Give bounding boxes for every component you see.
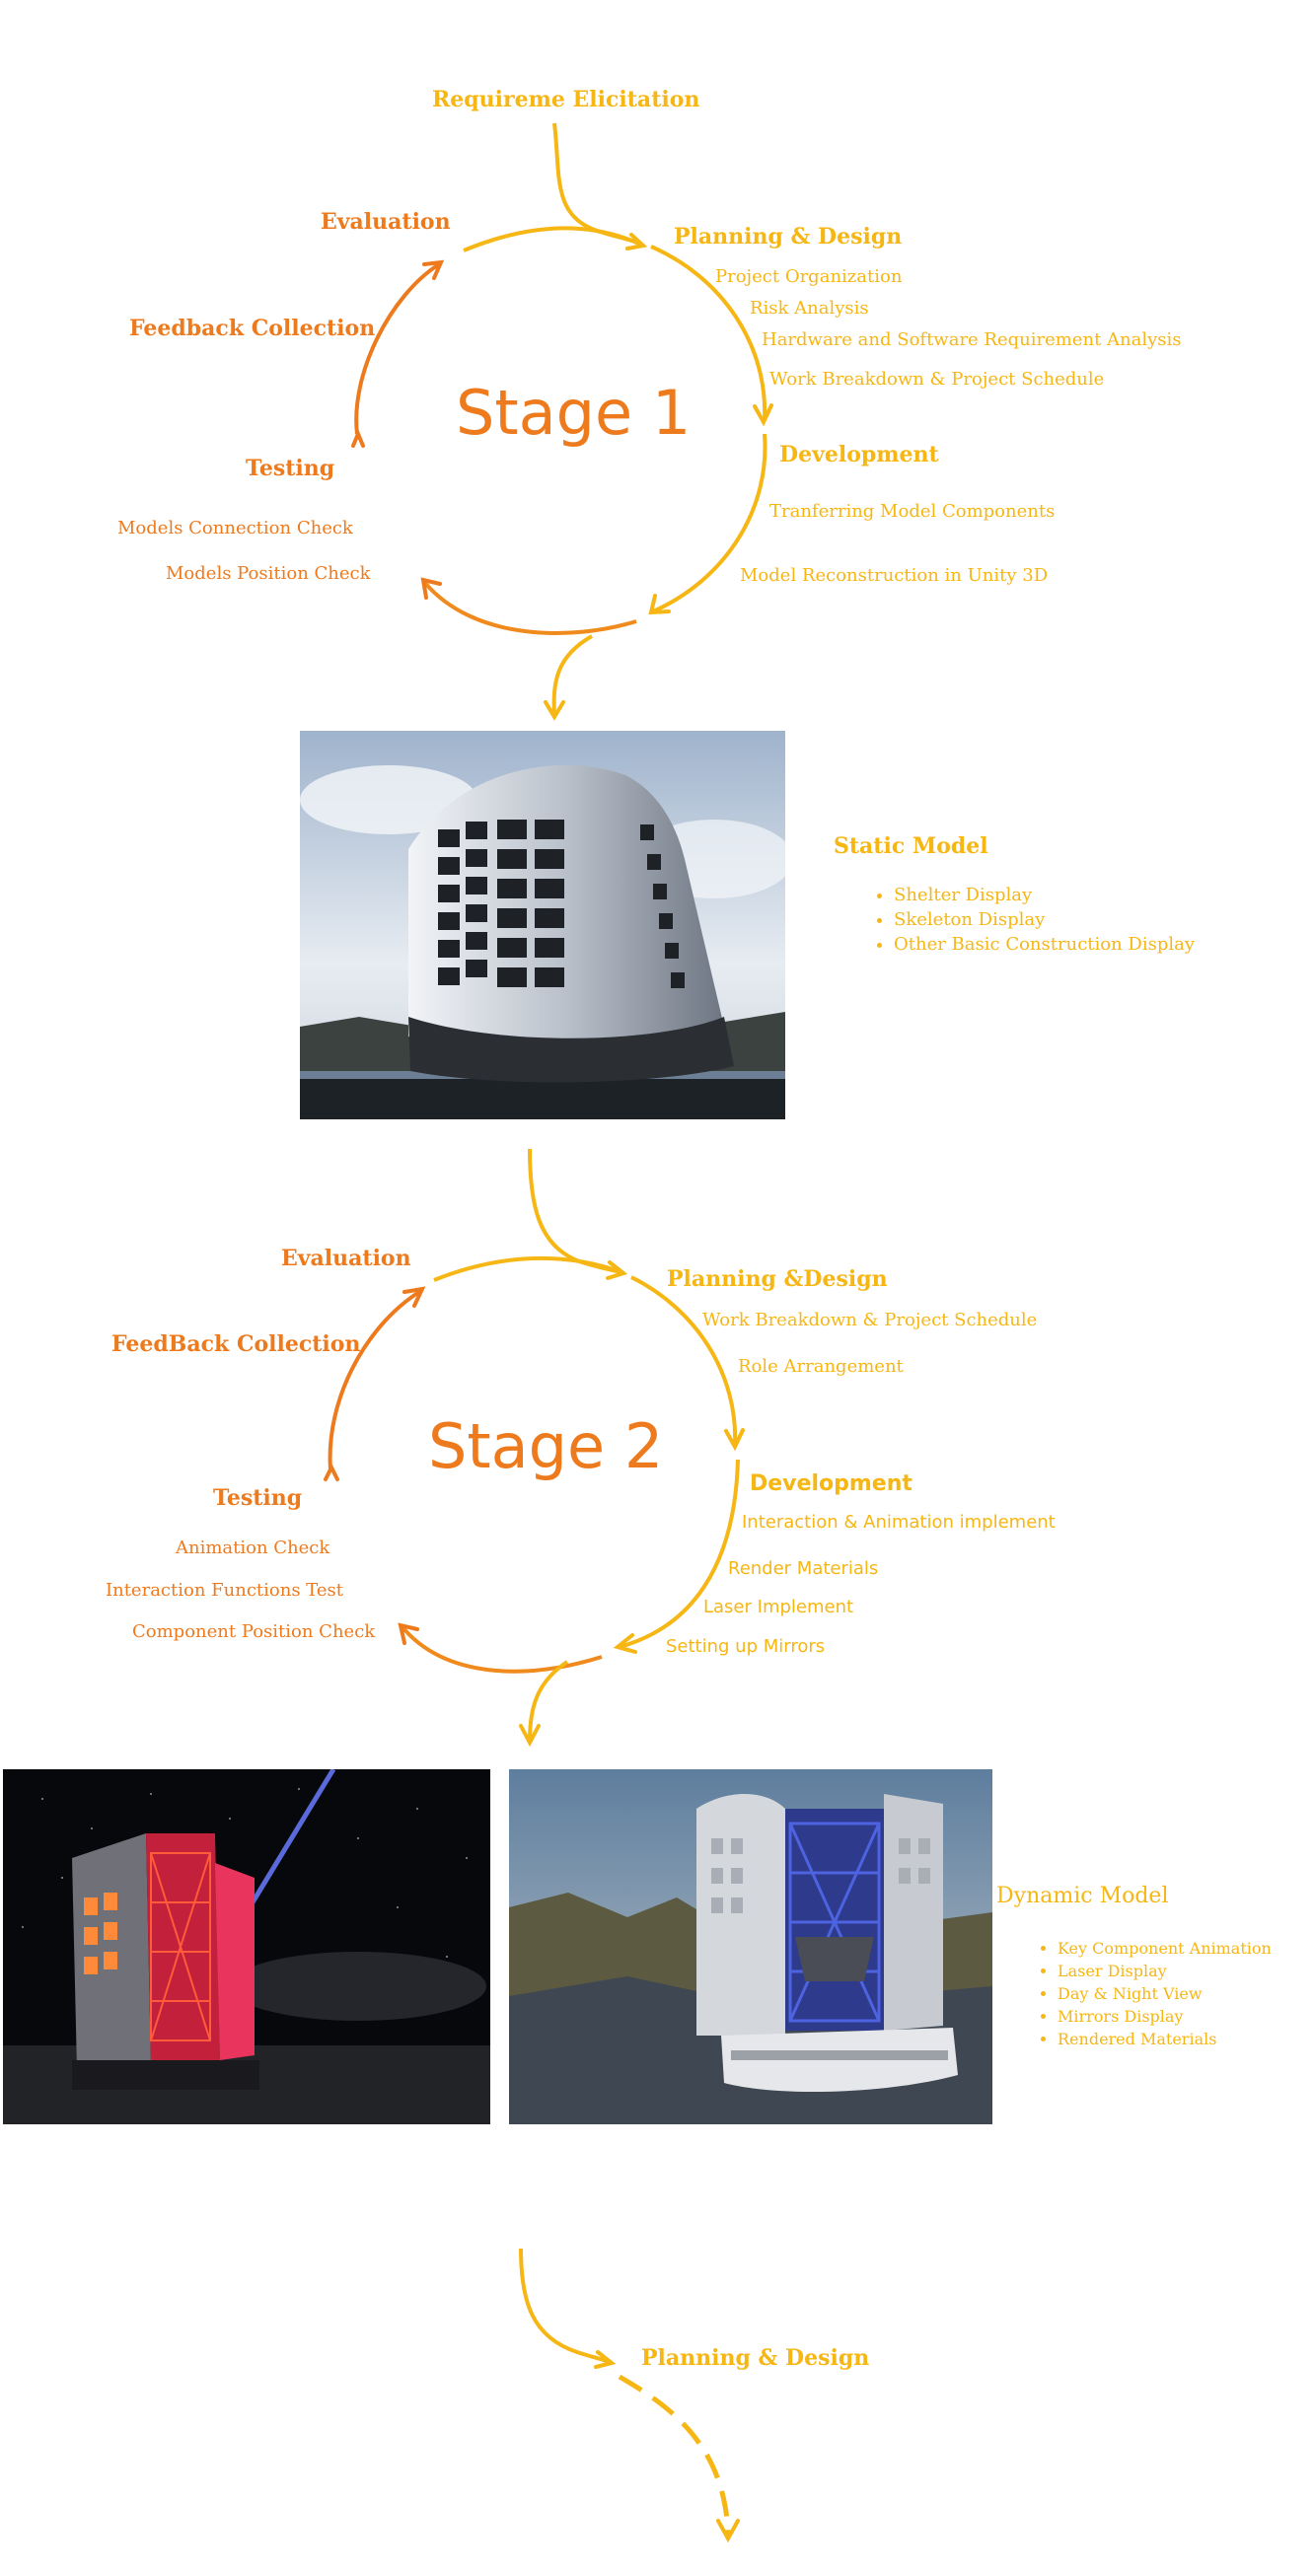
stage1-arc-testing: [422, 580, 637, 635]
dynamic-model-item: Rendered Materials: [1058, 2028, 1272, 2050]
stage1-exit-arrow: [551, 634, 593, 716]
next-planning-label: Planning & Design: [641, 2345, 870, 2371]
stage2-testing-item: Component Position Check: [132, 1621, 376, 1642]
stage2-development-item: Render Materials: [728, 1558, 879, 1579]
stage1-planning-item: Project Organization: [715, 266, 903, 287]
stage1-feedback-label: Feedback Collection: [129, 316, 376, 341]
stage1-arc-planning: [650, 245, 767, 420]
final-dashed-arrow: [618, 2374, 731, 2536]
stage2-evaluation-label: Evaluation: [281, 1246, 411, 1271]
stage2-arc-planning: [630, 1275, 738, 1446]
stage1-planning-item: Work Breakdown & Project Schedule: [769, 369, 1105, 390]
stage2-arc-feedback: [328, 1290, 421, 1470]
stage1-testing-label: Testing: [246, 456, 335, 481]
stage1-arc-development: [652, 433, 767, 613]
stage2-feedback-label: FeedBack Collection: [111, 1331, 361, 1357]
stage1-development-label: Development: [779, 442, 939, 467]
static-model-title: Static Model: [834, 833, 988, 859]
stage2-testing-label: Testing: [213, 1485, 303, 1511]
stage1-title: Stage 1: [456, 377, 692, 449]
stage1-development-item: Tranferring Model Components: [769, 501, 1056, 522]
stage1-arc-feedback: [354, 262, 441, 435]
static-model-image: [300, 731, 785, 1119]
stage2-development-item: Laser Implement: [703, 1597, 854, 1617]
stage1-planning-item: Hardware and Software Requirement Analys…: [762, 329, 1182, 350]
stage1-arc-evaluation: [463, 226, 642, 252]
dynamic-model-item: Mirrors Display: [1058, 2005, 1272, 2028]
stage2-arc-evaluation: [433, 1255, 622, 1282]
static-model-list: Shelter Display Skeleton Display Other B…: [866, 883, 1195, 957]
stage2-arc-development: [619, 1459, 740, 1649]
static-model-item: Other Basic Construction Display: [894, 932, 1195, 957]
dynamic-model-day-image: [509, 1769, 992, 2124]
dynamic-model-title: Dynamic Model: [996, 1884, 1169, 1908]
dynamic-model-item: Key Component Animation: [1058, 1937, 1272, 1960]
stage1-development-item: Model Reconstruction in Unity 3D: [740, 565, 1049, 586]
stage2-arc-testing: [401, 1625, 603, 1674]
stage2-planning-label: Planning &Design: [667, 1266, 888, 1292]
dynamic-model-item: Laser Display: [1058, 1960, 1272, 1982]
start-label: Requireme Elicitation: [432, 87, 700, 112]
dynamic-model-list: Key Component Animation Laser Display Da…: [1030, 1937, 1272, 2050]
stage2-exit-arrow: [528, 1660, 569, 1742]
final-entry-arrow: [519, 2248, 611, 2364]
stage2-development-item: Interaction & Animation implement: [742, 1512, 1056, 1533]
static-model-item: Shelter Display: [894, 883, 1195, 907]
stage1-testing-item: Models Connection Check: [117, 518, 353, 538]
stage1-testing-item: Models Position Check: [166, 563, 371, 584]
stage2-testing-item: Interaction Functions Test: [106, 1580, 344, 1601]
stage1-planning-label: Planning & Design: [674, 224, 903, 250]
stage2-testing-item: Animation Check: [176, 1538, 330, 1558]
stage1-evaluation-label: Evaluation: [321, 209, 451, 235]
stage1-planning-item: Risk Analysis: [750, 298, 869, 319]
stage2-entry-arrow: [528, 1148, 622, 1274]
stage2-development-item: Setting up Mirrors: [666, 1636, 826, 1657]
dynamic-model-night-image: [3, 1769, 490, 2124]
static-model-item: Skeleton Display: [894, 907, 1195, 932]
stage2-development-label: Development: [750, 1471, 912, 1496]
stage2-title: Stage 2: [428, 1410, 664, 1482]
dynamic-model-item: Day & Night View: [1058, 1982, 1272, 2005]
stage2-planning-item: Role Arrangement: [738, 1356, 904, 1377]
stage2-planning-item: Work Breakdown & Project Schedule: [702, 1310, 1038, 1330]
